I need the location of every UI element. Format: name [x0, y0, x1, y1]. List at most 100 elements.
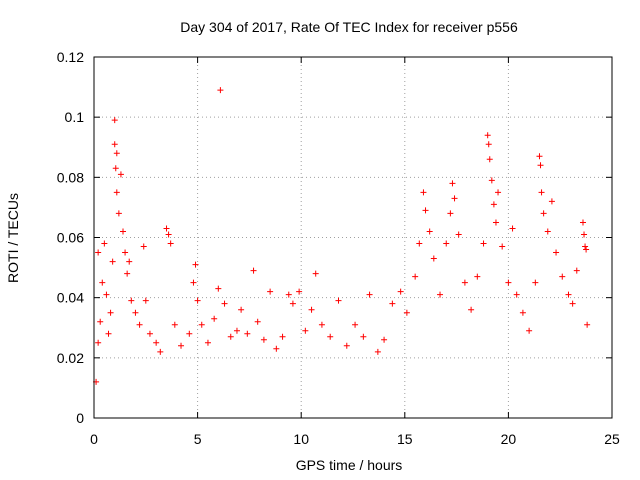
data-point [126, 258, 133, 265]
data-point [559, 273, 566, 280]
data-point [505, 279, 512, 286]
data-point [103, 291, 110, 298]
data-point [107, 309, 114, 316]
data-point [302, 327, 309, 334]
data-point [447, 210, 454, 217]
data-point [403, 309, 410, 316]
data-point [157, 348, 164, 355]
data-point [111, 117, 118, 124]
data-point [95, 339, 102, 346]
data-point [484, 132, 491, 139]
data-point [318, 321, 325, 328]
data-point [285, 291, 292, 298]
data-point [233, 327, 240, 334]
data-point [532, 279, 539, 286]
data-point [519, 309, 526, 316]
data-point [485, 141, 492, 148]
x-tick-label: 5 [194, 431, 202, 447]
data-point [136, 321, 143, 328]
y-axis-label: ROTI / TECUs [5, 193, 21, 283]
data-point [573, 267, 580, 274]
data-point [117, 171, 124, 178]
data-point [192, 261, 199, 268]
data-point [416, 240, 423, 247]
data-point [279, 333, 286, 340]
data-point [468, 306, 475, 313]
chart-title: Day 304 of 2017, Rate Of TEC Index for r… [180, 19, 518, 35]
data-point [488, 177, 495, 184]
data-point [455, 231, 462, 238]
x-tick-label: 10 [293, 431, 309, 447]
data-point [186, 330, 193, 337]
data-point [289, 300, 296, 307]
data-point [513, 291, 520, 298]
data-point [537, 162, 544, 169]
data-point [132, 309, 139, 316]
data-point [142, 297, 149, 304]
data-point [538, 189, 545, 196]
data-point [178, 342, 185, 349]
data-point [254, 318, 261, 325]
data-point [397, 288, 404, 295]
data-point [490, 201, 497, 208]
data-point [492, 219, 499, 226]
data-point [495, 189, 502, 196]
x-tick-label: 20 [501, 431, 517, 447]
y-tick-label: 0.08 [57, 169, 84, 185]
data-point [581, 231, 588, 238]
data-point [120, 228, 127, 235]
data-point [273, 345, 280, 352]
data-point [128, 297, 135, 304]
data-point [486, 156, 493, 163]
data-point [582, 243, 589, 250]
data-point [426, 228, 433, 235]
data-point [244, 330, 251, 337]
y-tick-label: 0.06 [57, 230, 84, 246]
data-point [101, 240, 108, 247]
data-point [443, 240, 450, 247]
y-tick-label: 0.12 [57, 49, 84, 65]
data-point [115, 210, 122, 217]
data-point [140, 243, 147, 250]
data-point [260, 336, 267, 343]
data-point [167, 240, 174, 247]
data-point [238, 306, 245, 313]
data-point [360, 333, 367, 340]
axis-ticks: 0 0.02 0.04 0.06 0.08 0.1 0.12 0 5 10 15 20 25 [57, 49, 620, 447]
data-point [366, 291, 373, 298]
data-points [93, 87, 591, 385]
data-point [451, 195, 458, 202]
data-point [480, 240, 487, 247]
data-point [198, 321, 205, 328]
data-point [215, 285, 222, 292]
data-point [509, 225, 516, 232]
data-point [430, 255, 437, 262]
data-point [381, 336, 388, 343]
data-point [499, 243, 506, 250]
data-point [124, 270, 131, 277]
x-tick-label: 0 [90, 431, 98, 447]
data-point [109, 258, 116, 265]
data-point [267, 288, 274, 295]
data-point [449, 180, 456, 187]
data-point [374, 348, 381, 355]
data-point [536, 153, 543, 160]
data-point [190, 279, 197, 286]
data-point [165, 231, 172, 238]
data-point [204, 339, 211, 346]
data-point [343, 342, 350, 349]
data-point [569, 300, 576, 307]
x-tick-label: 15 [397, 431, 413, 447]
data-point [327, 333, 334, 340]
data-point [352, 321, 359, 328]
data-point [97, 318, 104, 325]
data-point [548, 198, 555, 205]
data-point [211, 315, 218, 322]
data-point [146, 330, 153, 337]
data-point [308, 306, 315, 313]
data-point [227, 333, 234, 340]
data-point [163, 225, 170, 232]
data-point [579, 219, 586, 226]
data-point [217, 87, 224, 94]
data-point [583, 246, 590, 253]
